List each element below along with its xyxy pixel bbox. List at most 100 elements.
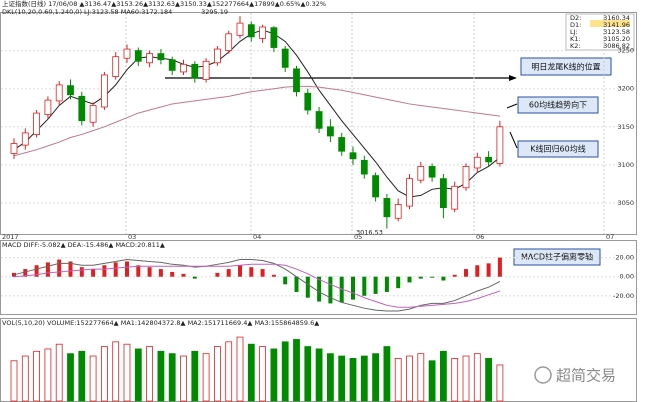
volume-bar (213, 346, 221, 402)
candle-body (473, 156, 481, 169)
macd-bar (125, 261, 129, 277)
candle-body (89, 105, 97, 123)
annotation: 明日龙尾K线的位置 (531, 62, 600, 72)
macd-bar (23, 269, 28, 277)
y-tick-label: 3250 (617, 47, 634, 55)
volume-bar (225, 341, 233, 402)
volume-bar (360, 355, 368, 402)
level-name: K1: (570, 35, 581, 43)
macd-bar (464, 269, 468, 277)
candle-body (462, 166, 470, 189)
y-tick-label: 3100 (617, 161, 634, 169)
candle-body (485, 156, 493, 163)
volume-bar (259, 346, 267, 402)
candle-body (247, 24, 255, 38)
y-tick-label: 3150 (617, 123, 634, 131)
volume-bar (236, 336, 244, 402)
candle-body (270, 27, 278, 48)
macd-bar (68, 261, 73, 277)
volume-bar (485, 357, 493, 402)
level-value: 3123.58 (603, 28, 630, 36)
candle-body (78, 95, 86, 122)
y-tick-label: 20.00 (615, 254, 634, 262)
volume-header: VOL(5,10,20) VOLUME:152277664▲ MA1:14280… (2, 319, 319, 327)
wechat-icon (534, 366, 552, 384)
x-tick-label: 2017 (2, 233, 19, 241)
macd-bar (430, 276, 435, 278)
volume-bar (428, 360, 436, 402)
low-label: 3016.53 (356, 229, 383, 237)
volume-bar (21, 355, 29, 402)
macd-bar (328, 276, 333, 304)
volume-bar (33, 350, 40, 402)
indicator-line (13, 29, 501, 198)
volume-bar (270, 348, 278, 402)
candle-body (21, 132, 29, 146)
volume-bar (191, 350, 199, 402)
candle-body (146, 53, 154, 64)
volume-bar (134, 348, 142, 402)
macd-bar (147, 267, 152, 277)
macd-bar (475, 265, 480, 277)
arrow-line (509, 131, 518, 149)
x-tick-label: 06 (476, 233, 484, 241)
level-name: K2: (570, 42, 581, 50)
volume-bar (123, 343, 131, 402)
candle-body (191, 63, 199, 79)
candle-body (55, 84, 63, 102)
candle-body (406, 178, 413, 207)
volume-bar (349, 357, 357, 402)
volume-bar (112, 341, 120, 402)
candle-body (259, 26, 267, 39)
high-label: 3295.19 (201, 8, 228, 16)
volume-bar (146, 346, 154, 402)
candle-body (304, 92, 312, 111)
macd-bar (181, 273, 186, 277)
level-highlight (590, 20, 630, 27)
indicator-line (13, 263, 501, 308)
level-name: D1: (570, 21, 581, 29)
annotation: K线回归60均线 (530, 144, 585, 154)
y-tick-label: 3200 (617, 85, 634, 93)
macd-bar (136, 265, 141, 277)
macd-bar (113, 262, 118, 277)
volume-bar (315, 348, 323, 402)
volume-bar (338, 355, 346, 402)
volume-bar (372, 353, 380, 402)
volume-bar (293, 339, 300, 402)
candle-body (315, 111, 323, 129)
macd-bar (497, 257, 502, 277)
macd-bar (91, 269, 96, 277)
macd-bar (317, 276, 322, 302)
volume-bar (451, 357, 459, 402)
macd-bar (34, 265, 39, 277)
macd-bar (45, 262, 50, 277)
macd-bar (384, 276, 389, 292)
watermark: 超简交易 (556, 367, 616, 385)
volume-bar (168, 353, 176, 402)
candle-body (101, 74, 108, 108)
arrow-line (506, 103, 518, 109)
macd-bar (283, 276, 288, 285)
candle-body (439, 178, 447, 209)
y-tick-label: 3050 (617, 199, 634, 207)
candle-body (202, 60, 210, 80)
macd-bar (249, 267, 254, 277)
x-tick-label: 03 (128, 233, 136, 241)
annotation-box (517, 96, 599, 114)
volume-bar (157, 350, 165, 402)
volume-bar (439, 350, 447, 402)
annotation-box (520, 57, 612, 76)
main-header: 上证指数(日线) 17/06/08 ▲3136.47▲3153.26▲3132.… (2, 0, 326, 8)
candle-body (157, 53, 165, 61)
macd-header: MACD DIFF:-5.082▲ DEA:-15.486▲ MACD:20.8… (2, 241, 165, 249)
volume-bar (44, 348, 52, 402)
macd-bar (226, 269, 231, 277)
candle-body (496, 126, 504, 164)
y-tick-label: 0.00 (620, 273, 634, 281)
level-name: D2: (570, 14, 581, 22)
macd-bar (57, 259, 62, 277)
annotation-box (517, 140, 599, 158)
volume-bar (394, 357, 402, 402)
indicator-line (13, 85, 500, 157)
